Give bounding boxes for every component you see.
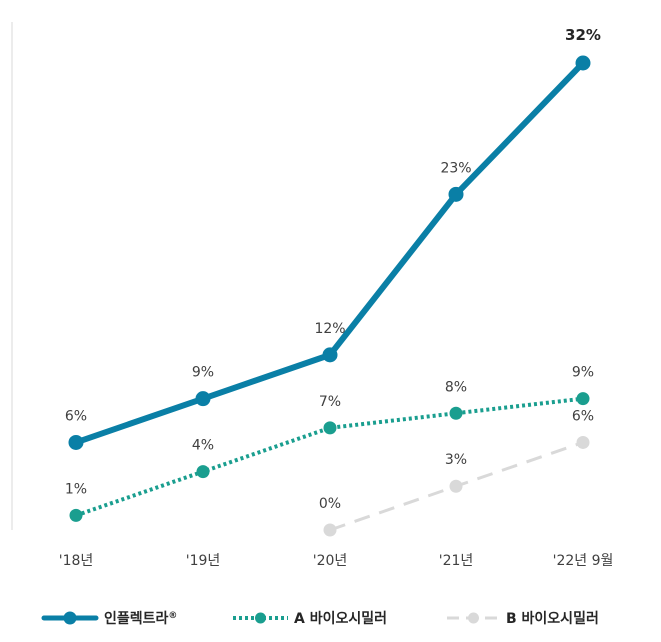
legend-marker-inflectra bbox=[63, 611, 77, 625]
data-point-a-biosimilar bbox=[196, 465, 210, 479]
legend-item-inflectra: 인플렉트라® bbox=[41, 610, 177, 627]
data-label-a-biosimilar: 9% bbox=[572, 365, 594, 381]
series-line-a-biosimilar bbox=[75, 396, 584, 518]
data-point-inflectra bbox=[575, 55, 591, 71]
registered-mark: ® bbox=[168, 611, 177, 621]
data-label-a-biosimilar: 7% bbox=[319, 394, 341, 410]
data-point-b-biosimilar bbox=[449, 479, 463, 493]
data-point-b-biosimilar bbox=[576, 435, 590, 449]
series-layer bbox=[68, 55, 591, 537]
data-label-inflectra: 32% bbox=[565, 26, 601, 44]
x-tick-label: '19년 bbox=[186, 553, 221, 569]
data-label-inflectra: 9% bbox=[192, 365, 214, 381]
data-point-a-biosimilar bbox=[449, 406, 463, 420]
data-label-inflectra: 23% bbox=[440, 160, 471, 176]
data-label-inflectra: 6% bbox=[65, 408, 87, 424]
data-label-b-biosimilar: 6% bbox=[572, 408, 594, 424]
x-tick-label: '22년 9월 bbox=[553, 553, 614, 569]
x-tick-label: '18년 bbox=[59, 553, 94, 569]
data-point-inflectra bbox=[322, 347, 338, 363]
data-labels: 0% 3% 6% 1% 4% 7% 8% 9% 6% 9% 12% 23% 32% bbox=[65, 26, 601, 512]
x-axis-ticks: '18년 '19년 '20년 '21년 '22년 9월 bbox=[59, 553, 614, 569]
legend-marker-b-biosimilar bbox=[468, 612, 479, 624]
data-point-a-biosimilar bbox=[323, 421, 337, 435]
legend-marker-a-biosimilar bbox=[255, 612, 266, 624]
data-point-a-biosimilar bbox=[576, 392, 590, 406]
x-tick-label: '20년 bbox=[313, 553, 348, 569]
data-label-a-biosimilar: 8% bbox=[445, 379, 467, 395]
legend-label-inflectra: 인플렉트라® bbox=[104, 610, 177, 627]
data-label-b-biosimilar: 3% bbox=[445, 452, 467, 468]
data-label-b-biosimilar: 0% bbox=[319, 496, 341, 512]
data-point-inflectra bbox=[448, 186, 464, 202]
series-line-inflectra bbox=[73, 60, 586, 446]
legend-label-a-biosimilar: A 바이오시밀러 bbox=[294, 610, 387, 627]
data-label-a-biosimilar: 1% bbox=[65, 481, 87, 497]
legend-item-a-biosimilar: A 바이오시밀러 bbox=[233, 610, 387, 627]
legend: 인플렉트라® A 바이오시밀러 B 바이오시밀러 bbox=[41, 610, 599, 627]
data-point-b-biosimilar bbox=[323, 523, 337, 537]
data-label-inflectra: 12% bbox=[314, 321, 345, 337]
legend-item-b-biosimilar: B 바이오시밀러 bbox=[447, 610, 599, 627]
data-label-a-biosimilar: 4% bbox=[192, 438, 214, 454]
data-point-a-biosimilar bbox=[69, 508, 83, 522]
data-point-inflectra bbox=[68, 434, 84, 450]
x-tick-label: '21년 bbox=[439, 553, 474, 569]
legend-label-b-biosimilar: B 바이오시밀러 bbox=[506, 610, 599, 627]
data-point-inflectra bbox=[195, 391, 211, 407]
